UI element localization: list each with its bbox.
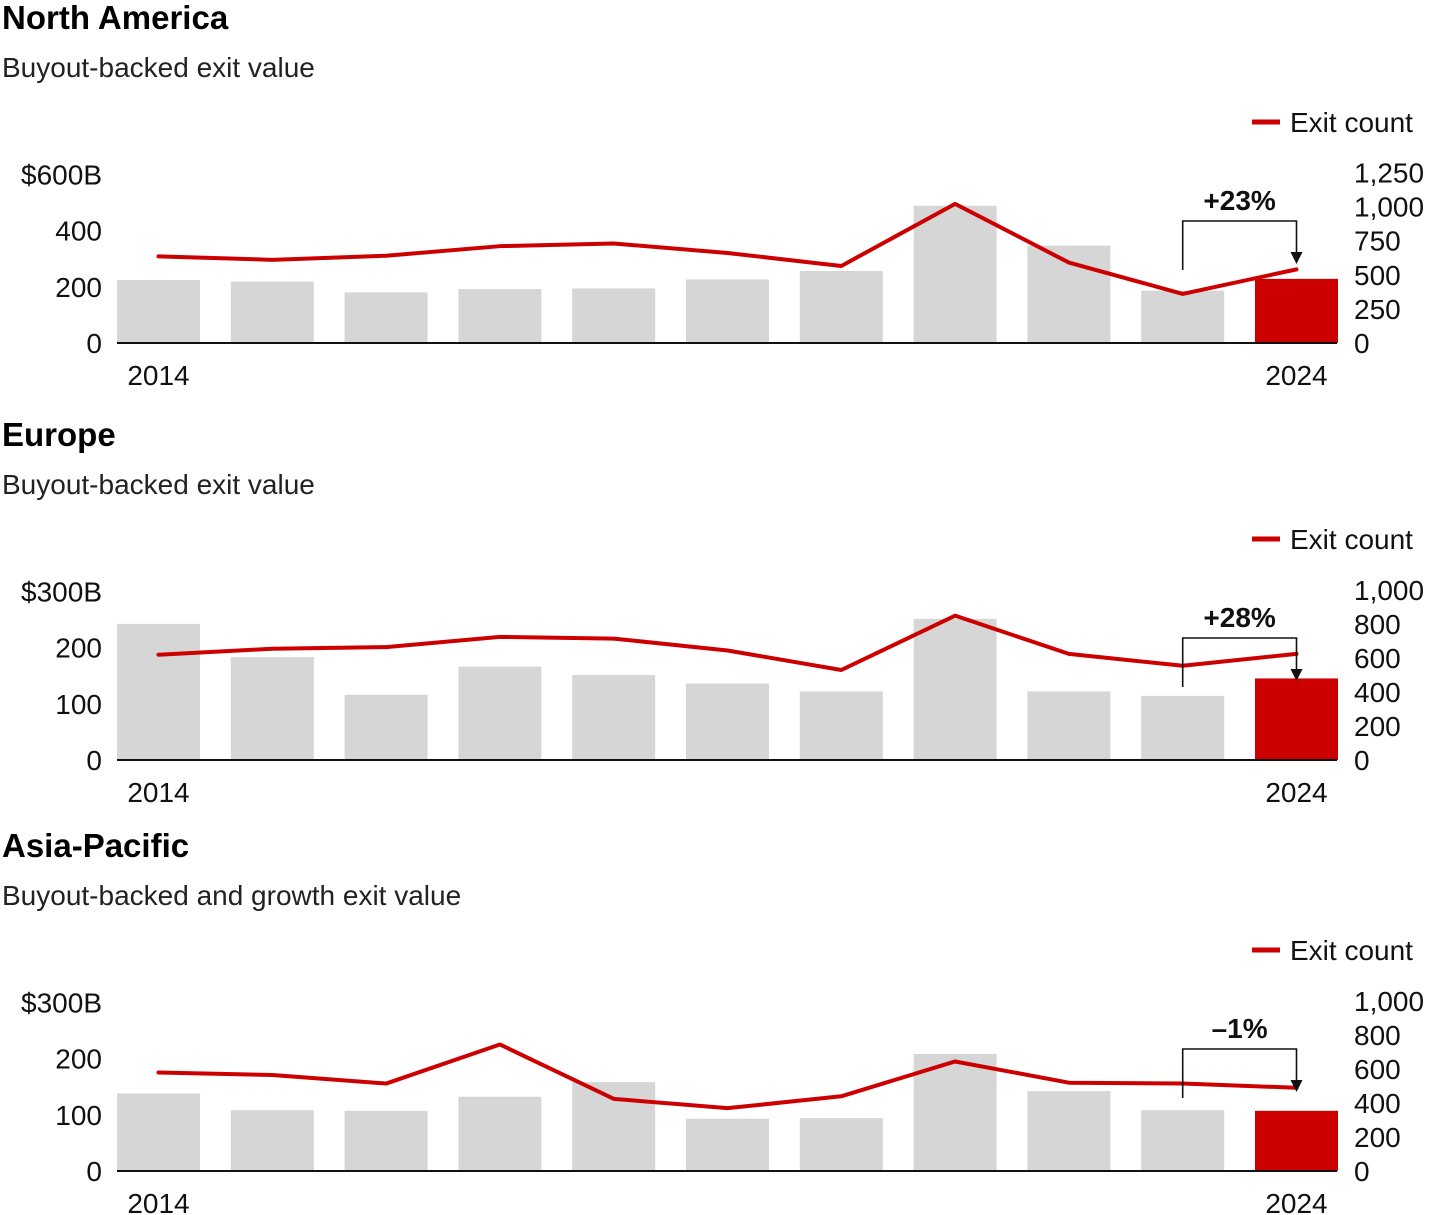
y2-tick-label: 0 <box>1354 328 1370 359</box>
chart-subtitle: Buyout-backed exit value <box>2 52 315 83</box>
chart-subtitle: Buyout-backed exit value <box>2 469 315 500</box>
x-tick-label: 2014 <box>127 777 189 808</box>
bar <box>344 1110 428 1171</box>
bar <box>458 289 542 343</box>
legend-label: Exit count <box>1290 935 1413 966</box>
y-tick-label: 0 <box>86 745 102 776</box>
panel-europe: Europe Buyout-backed exit value $300B 200… <box>0 417 1440 817</box>
y-tick-label: 400 <box>55 216 102 247</box>
bar <box>1027 1091 1111 1171</box>
y-tick-label: 100 <box>55 689 102 720</box>
bar <box>799 1118 883 1171</box>
y2-tick-label: 200 <box>1354 711 1401 742</box>
panel-north-america: North America Buyout-backed exit value $… <box>0 0 1440 402</box>
bar <box>117 1093 200 1171</box>
y-tick-label: 0 <box>86 328 102 359</box>
bar-highlight <box>1255 1110 1338 1171</box>
y2-tick-label: 200 <box>1354 1122 1401 1153</box>
bar <box>572 288 656 343</box>
bar <box>686 1118 769 1171</box>
annotation-arrowhead <box>1290 669 1303 681</box>
x-tick-label: 2014 <box>127 360 189 391</box>
chart-title: North America <box>2 0 229 36</box>
bar <box>799 691 883 760</box>
bar <box>1027 245 1111 343</box>
y2-tick-label: 1,000 <box>1354 575 1424 606</box>
bar <box>572 1082 656 1171</box>
panel-asia-pacific: Asia-Pacific Buyout-backed and growth ex… <box>0 828 1440 1215</box>
bar <box>686 683 769 760</box>
annotation-bracket <box>1181 637 1298 687</box>
bar <box>344 694 428 760</box>
chart-subtitle: Buyout-backed and growth exit value <box>2 880 462 911</box>
bar-highlight <box>1255 278 1338 343</box>
legend-label: Exit count <box>1290 524 1413 555</box>
bar <box>230 657 314 760</box>
y2-tick-label: 800 <box>1354 609 1401 640</box>
bar <box>230 281 314 343</box>
y2-tick-label: 800 <box>1354 1020 1401 1051</box>
bar <box>458 666 542 760</box>
bar <box>1141 290 1225 343</box>
legend-label: Exit count <box>1290 107 1413 138</box>
y2-tick-label: 250 <box>1354 294 1401 325</box>
chart-title: Europe <box>2 416 116 453</box>
x-tick-label: 2014 <box>127 1188 189 1215</box>
y-tick-label: 200 <box>55 633 102 664</box>
exit-count-line <box>156 613 1299 672</box>
y2-tick-label: 0 <box>1354 745 1370 776</box>
x-tick-label: 2024 <box>1265 1188 1327 1215</box>
annotation-arrowhead <box>1290 252 1303 264</box>
bar <box>799 271 883 343</box>
x-tick-label: 2024 <box>1265 777 1327 808</box>
y2-tick-label: 750 <box>1354 226 1401 257</box>
bar <box>117 623 200 760</box>
y-tick-label: $300B <box>21 576 102 607</box>
annotation-bracket <box>1181 1048 1298 1098</box>
x-tick-label: 2024 <box>1265 360 1327 391</box>
exit-count-line <box>156 1042 1299 1111</box>
bar <box>686 279 769 343</box>
bar <box>913 618 997 760</box>
y-tick-label: $300B <box>21 987 102 1018</box>
y-tick-label: 100 <box>55 1100 102 1131</box>
bar <box>1141 695 1225 760</box>
y-tick-label: $600B <box>21 159 102 190</box>
annotation-bracket <box>1181 220 1298 270</box>
bar <box>572 675 656 760</box>
bar <box>458 1096 542 1171</box>
y2-tick-label: 1,000 <box>1354 192 1424 223</box>
y2-tick-label: 600 <box>1354 1054 1401 1085</box>
y2-tick-label: 400 <box>1354 677 1401 708</box>
bar <box>230 1110 314 1171</box>
y2-tick-label: 600 <box>1354 643 1401 674</box>
exit-count-line <box>156 201 1299 296</box>
bar <box>1027 691 1111 760</box>
y2-tick-label: 400 <box>1354 1088 1401 1119</box>
annotation-arrowhead <box>1290 1080 1303 1092</box>
y2-tick-label: 500 <box>1354 260 1401 291</box>
y-tick-label: 0 <box>86 1156 102 1187</box>
annotation-label: –1% <box>1212 1013 1268 1044</box>
annotation-label: +28% <box>1203 602 1275 633</box>
y-tick-label: 200 <box>55 272 102 303</box>
bar <box>1141 1110 1225 1171</box>
bar <box>117 280 200 343</box>
y2-tick-label: 1,250 <box>1354 158 1424 189</box>
y2-tick-label: 1,000 <box>1354 986 1424 1017</box>
chart-title: Asia-Pacific <box>2 827 190 864</box>
bar <box>913 1054 997 1171</box>
bar <box>913 205 997 343</box>
annotation-label: +23% <box>1203 185 1275 216</box>
bar-highlight <box>1255 678 1338 760</box>
y2-tick-label: 0 <box>1354 1156 1370 1187</box>
bar <box>344 292 428 343</box>
y-tick-label: 200 <box>55 1044 102 1075</box>
